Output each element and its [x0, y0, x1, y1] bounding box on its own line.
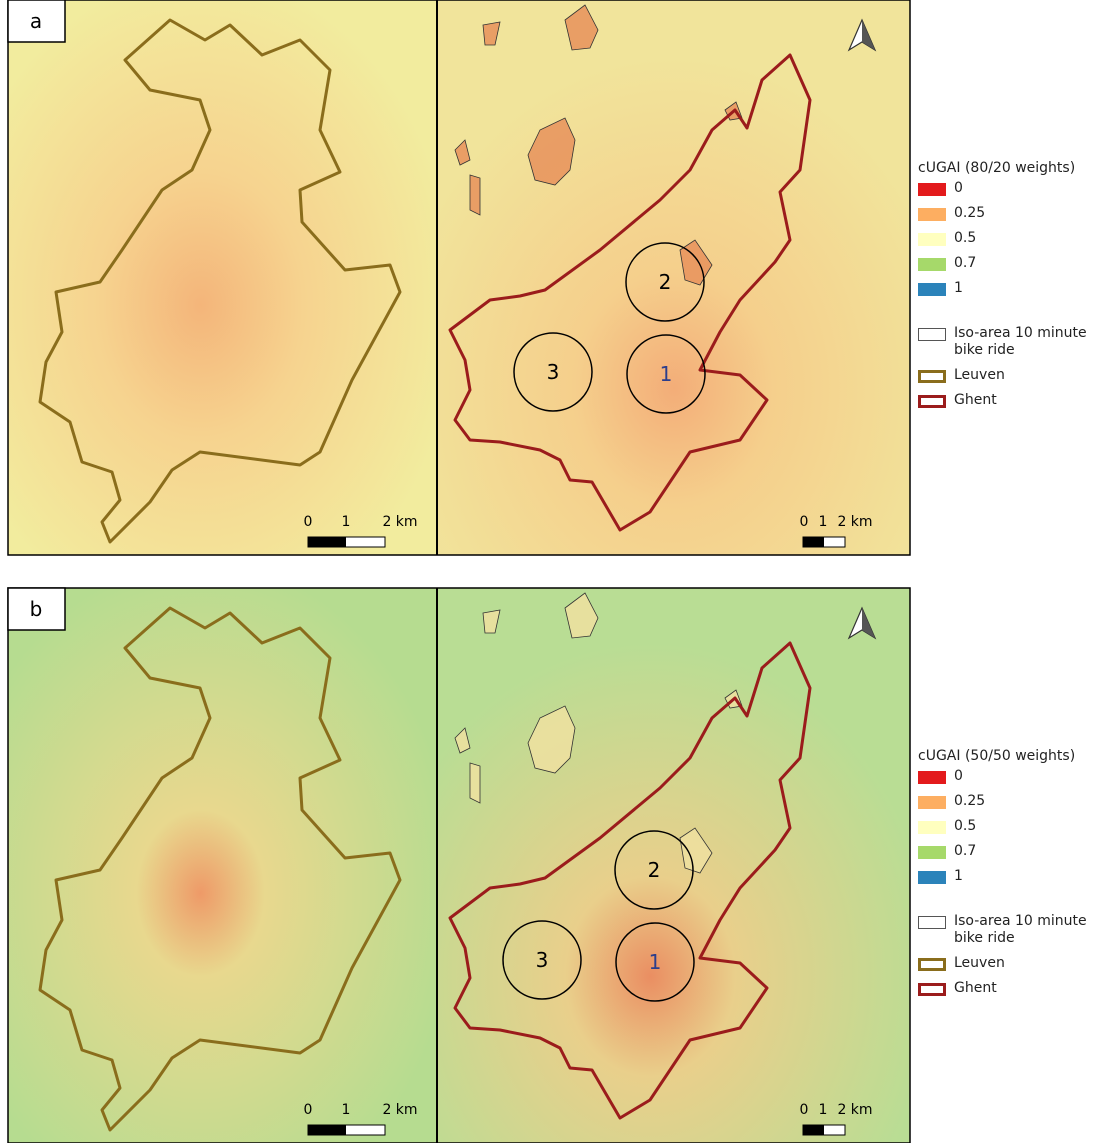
legend: cUGAI (80/20 weights) 0 0.25 0.5 0.7 1 Iso-are… [918, 160, 1100, 417]
legend-item: 0 [918, 768, 1100, 793]
scale-bar-fill [308, 1125, 346, 1135]
circle-label: 1 [649, 950, 662, 974]
panel-label: b [30, 597, 43, 621]
legend-title: cUGAI (80/20 weights) [918, 160, 1100, 176]
iso-area [470, 175, 480, 215]
legend-label: 0.7 [954, 843, 976, 859]
map-ghent [438, 588, 910, 1143]
legend-swatch [918, 208, 946, 221]
legend-gap [918, 893, 1100, 913]
legend: cUGAI (50/50 weights) 0 0.25 0.5 0.7 1 Iso-are… [918, 748, 1100, 1005]
scale-label: 0 [800, 1102, 809, 1118]
panel-label: a [30, 9, 42, 33]
scale-label: 0 [304, 1102, 313, 1118]
iso-area [470, 763, 480, 803]
legend-label: 0 [954, 180, 963, 196]
legend-label: 0.25 [954, 793, 985, 809]
scale-label: 1 [819, 1102, 828, 1118]
legend-swatch [918, 771, 946, 784]
scale-label: 2 km [382, 514, 417, 530]
legend-title: cUGAI (50/50 weights) [918, 748, 1100, 764]
legend-item: Iso-area 10 minute bike ride [918, 913, 1100, 955]
legend-item: 0.5 [918, 818, 1100, 843]
legend-swatch [918, 983, 946, 996]
legend-item: 0.7 [918, 843, 1100, 868]
legend-item: Leuven [918, 367, 1100, 392]
legend-swatch [918, 233, 946, 246]
legend-item: 0.25 [918, 793, 1100, 818]
legend-swatch [918, 916, 946, 929]
legend-item: 0.25 [918, 205, 1100, 230]
scale-bar-fill [308, 537, 346, 547]
legend-item: Iso-area 10 minute bike ride [918, 325, 1100, 367]
map-ghent [438, 0, 910, 555]
legend-label: Ghent [954, 980, 997, 996]
legend-item: 1 [918, 868, 1100, 893]
scale-label: 1 [819, 514, 828, 530]
scale-label: 1 [342, 1102, 351, 1118]
legend-swatch [918, 258, 946, 271]
legend-gap [918, 305, 1100, 325]
figure: a123012 km012 kmb123012 km012 km (() => … [0, 0, 1100, 1143]
legend-swatch [918, 183, 946, 196]
legend-label: 1 [954, 280, 963, 296]
legend-label: Leuven [954, 955, 1005, 971]
legend-item: 0 [918, 180, 1100, 205]
legend-item: Ghent [918, 392, 1100, 417]
legend-swatch [918, 370, 946, 383]
map-leuven [8, 0, 436, 555]
legend-label: 1 [954, 868, 963, 884]
scale-label: 0 [800, 514, 809, 530]
legend-item: 0.7 [918, 255, 1100, 280]
scale-label: 0 [304, 514, 313, 530]
legend-label: Leuven [954, 367, 1005, 383]
legend-swatch [918, 846, 946, 859]
legend-swatch [918, 821, 946, 834]
legend-label: 0 [954, 768, 963, 784]
legend-label: Iso-area 10 minute bike ride [954, 913, 1100, 947]
scale-label: 2 km [837, 1102, 872, 1118]
circle-label: 1 [660, 362, 673, 386]
legend-swatch [918, 871, 946, 884]
legend-swatch [918, 395, 946, 408]
legend-swatch [918, 796, 946, 809]
circle-label: 3 [536, 948, 549, 972]
circle-label: 3 [547, 360, 560, 384]
legend-swatch [918, 328, 946, 341]
map-leuven [8, 588, 436, 1143]
legend-item: 1 [918, 280, 1100, 305]
legend-label: 0.5 [954, 818, 976, 834]
legend-swatch [918, 283, 946, 296]
circle-label: 2 [659, 270, 672, 294]
scale-bar-fill [803, 537, 824, 547]
legend-item: 0.5 [918, 230, 1100, 255]
legend-item: Ghent [918, 980, 1100, 1005]
legend-label: Ghent [954, 392, 997, 408]
circle-label: 2 [648, 858, 661, 882]
legend-item: Leuven [918, 955, 1100, 980]
legend-label: 0.7 [954, 255, 976, 271]
scale-label: 2 km [382, 1102, 417, 1118]
scale-bar-fill [803, 1125, 824, 1135]
scale-label: 2 km [837, 514, 872, 530]
legend-swatch [918, 958, 946, 971]
legend-label: 0.25 [954, 205, 985, 221]
legend-label: 0.5 [954, 230, 976, 246]
scale-label: 1 [342, 514, 351, 530]
legend-label: Iso-area 10 minute bike ride [954, 325, 1100, 359]
